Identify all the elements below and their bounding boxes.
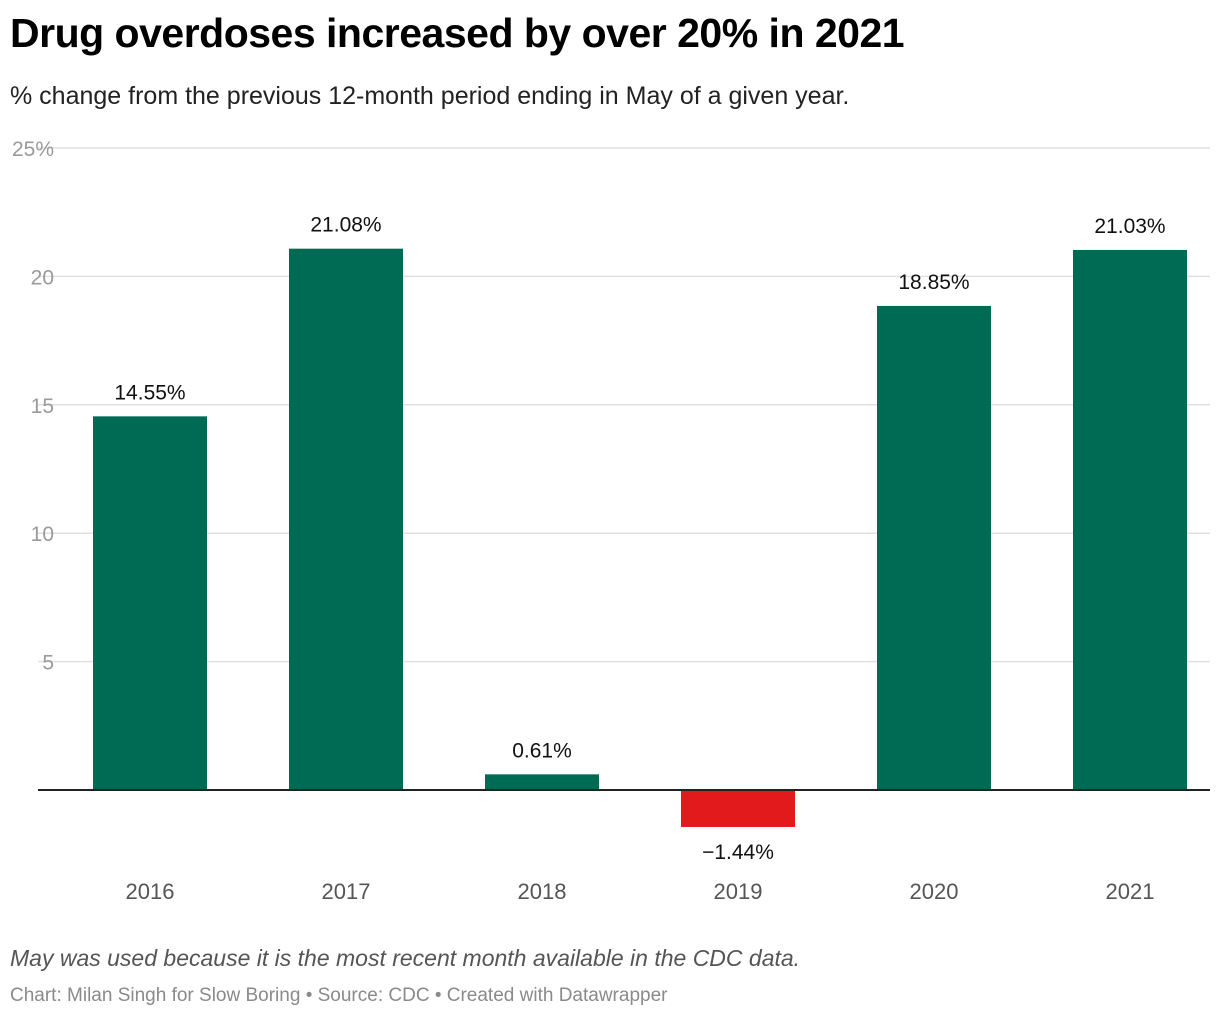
x-tick-label: 2021 xyxy=(1106,879,1155,904)
y-axis-ticks: 5 10 15 20 25% xyxy=(12,138,54,675)
chart-title: Drug overdoses increased by over 20% in … xyxy=(10,10,905,56)
x-tick-label: 2019 xyxy=(714,879,763,904)
bars xyxy=(93,248,1187,827)
y-tick-label: 15 xyxy=(31,395,54,418)
x-tick-label: 2018 xyxy=(518,879,567,904)
gridlines xyxy=(38,147,1210,663)
bar-2018 xyxy=(485,774,599,790)
x-axis-ticks: 2016 2017 2018 2019 2020 2021 xyxy=(126,879,1155,904)
data-label: 21.03% xyxy=(1094,215,1165,238)
data-label: 21.08% xyxy=(310,214,381,237)
bar-2019 xyxy=(681,790,795,827)
y-tick-label: 5 xyxy=(42,652,54,675)
chart-credit: Chart: Milan Singh for Slow Boring • Sou… xyxy=(10,985,668,1006)
data-label: 18.85% xyxy=(898,271,969,294)
x-tick-label: 2016 xyxy=(126,879,175,904)
bar-2017 xyxy=(289,248,403,791)
x-tick-label: 2017 xyxy=(322,879,371,904)
data-label: −1.44% xyxy=(702,841,774,864)
data-labels: 14.55% 21.08% 0.61% −1.44% 18.85% 21.03% xyxy=(114,214,1165,864)
data-label: 14.55% xyxy=(114,381,185,404)
bar-2020 xyxy=(877,305,991,790)
bar-2021 xyxy=(1073,249,1187,791)
y-tick-label: 10 xyxy=(31,523,54,546)
bar-2016 xyxy=(93,416,207,790)
y-tick-label: 25% xyxy=(12,138,54,161)
x-tick-label: 2020 xyxy=(910,879,959,904)
data-label: 0.61% xyxy=(512,739,572,762)
y-tick-label: 20 xyxy=(31,266,54,289)
chart-note: May was used because it is the most rece… xyxy=(10,945,801,971)
chart-subtitle: % change from the previous 12-month peri… xyxy=(10,82,850,110)
